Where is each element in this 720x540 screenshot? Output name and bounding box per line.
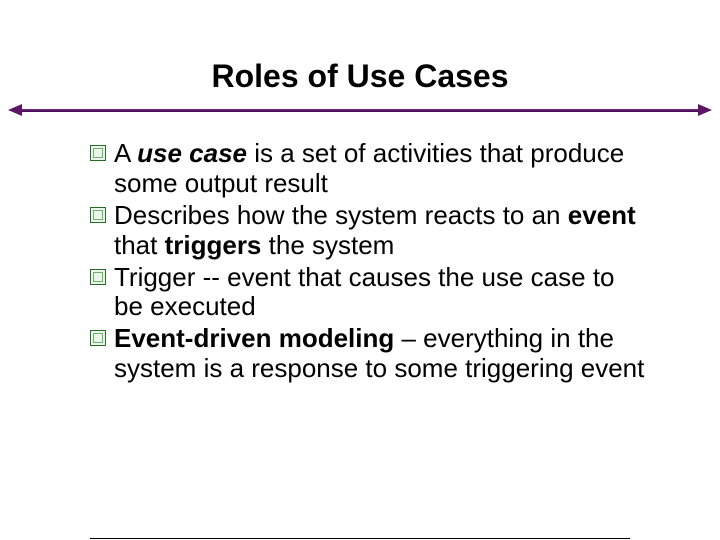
arrow-left-icon bbox=[8, 104, 22, 116]
list-item: Trigger -- event that causes the use cas… bbox=[90, 263, 650, 323]
list-item: Describes how the system reacts to an ev… bbox=[90, 201, 650, 261]
arrow-right-icon bbox=[698, 104, 712, 116]
list-item: A use case is a set of activities that p… bbox=[90, 139, 650, 199]
bullet-icon bbox=[90, 145, 106, 161]
bullet-list: A use case is a set of activities that p… bbox=[90, 139, 650, 384]
list-item: Event-driven modeling – everything in th… bbox=[90, 324, 650, 384]
footer-rule bbox=[90, 538, 630, 539]
list-item-text: Describes how the system reacts to an ev… bbox=[114, 201, 650, 261]
list-item-text: Trigger -- event that causes the use cas… bbox=[114, 263, 650, 323]
list-item-text: A use case is a set of activities that p… bbox=[114, 139, 650, 199]
bullet-icon bbox=[90, 207, 106, 223]
list-item-text: Event-driven modeling – everything in th… bbox=[114, 324, 650, 384]
title-divider bbox=[0, 105, 720, 117]
slide-title: Roles of Use Cases bbox=[0, 58, 720, 95]
divider-bar bbox=[22, 109, 698, 112]
bullet-icon bbox=[90, 269, 106, 285]
bullet-icon bbox=[90, 330, 106, 346]
slide: Roles of Use Cases A use case is a set o… bbox=[0, 58, 720, 540]
